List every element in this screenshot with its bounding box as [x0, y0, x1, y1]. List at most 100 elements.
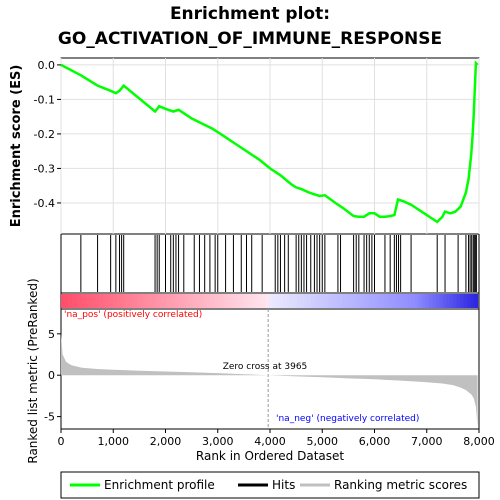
- heatmap-cell: [321, 294, 326, 308]
- x-tick-label: 2,000: [150, 435, 182, 448]
- heatmap-cell: [345, 294, 350, 308]
- heatmap-cell: [199, 294, 204, 308]
- heatmap-cell: [439, 294, 444, 308]
- heatmap-cell: [314, 294, 319, 308]
- heatmap-cell: [442, 294, 447, 308]
- heatmap-cell: [432, 294, 437, 308]
- heatmap-cell: [383, 294, 388, 308]
- heatmap-cell: [102, 294, 107, 308]
- heatmap-cell: [446, 294, 451, 308]
- heatmap-cell: [147, 294, 152, 308]
- heatmap-cell: [192, 294, 197, 308]
- neg-correlated-label: 'na_neg' (negatively correlated): [276, 414, 419, 424]
- heatmap-cell: [342, 294, 347, 308]
- metric-tick-label: 0: [48, 369, 55, 382]
- hit-marks: [80, 235, 477, 292]
- legend-label-enrichment: Enrichment profile: [104, 478, 215, 492]
- heatmap-cell: [338, 294, 343, 308]
- heatmap-cell: [61, 294, 66, 308]
- heatmap-cell: [349, 294, 354, 308]
- es-tick-label: -0.1: [34, 93, 55, 106]
- heatmap-cell: [158, 294, 163, 308]
- heatmap-cell: [394, 294, 399, 308]
- es-y-ticks: 0.0 -0.1 -0.2 -0.3 -0.4: [34, 59, 61, 210]
- heatmap-cell: [126, 294, 132, 308]
- ranked-heatmap: [61, 294, 479, 308]
- heatmap-cell: [262, 294, 267, 308]
- heatmap-cell: [227, 294, 232, 308]
- heatmap-cell: [376, 294, 381, 308]
- x-tick-label: 5,000: [307, 435, 339, 448]
- heatmap-cell: [286, 294, 291, 308]
- metric-tick-label: -5: [44, 411, 55, 424]
- heatmap-cell: [92, 294, 97, 308]
- heatmap-cell: [185, 294, 191, 308]
- heatmap-cell: [206, 294, 211, 308]
- heatmap-cell: [234, 294, 239, 308]
- heatmap-cell: [255, 294, 260, 308]
- heatmap-cell: [168, 294, 173, 308]
- x-axis-label: Rank in Ordered Dataset: [196, 449, 344, 463]
- es-tick-label: 0.0: [38, 59, 56, 72]
- heatmap-cell: [64, 294, 69, 308]
- hits-panel: [60, 233, 480, 294]
- heatmap-cell: [175, 294, 180, 308]
- heatmap-cell: [140, 294, 145, 308]
- enrichment-profile-line: [60, 60, 479, 224]
- chart-title-line2: GO_ACTIVATION_OF_IMMUNE_RESPONSE: [58, 29, 442, 49]
- heatmap-cell: [137, 294, 142, 308]
- heatmap-cell: [154, 294, 159, 308]
- es-y-axis-label: Enrichment score (ES): [9, 65, 24, 228]
- heatmap-cell: [422, 294, 427, 308]
- metric-y-axis-label: Ranked list metric (PreRanked): [26, 278, 40, 463]
- heatmap-cell: [460, 294, 465, 308]
- heatmap-cell: [415, 294, 420, 308]
- metric-y-ticks: 5 0 -5: [44, 328, 61, 424]
- es-gridlines: [60, 58, 480, 234]
- heatmap-cell: [88, 294, 93, 308]
- heatmap-cell: [133, 294, 138, 308]
- heatmap-cell: [411, 294, 416, 308]
- heatmap-cell: [203, 294, 208, 308]
- heatmap-cell: [251, 294, 257, 308]
- heatmap-cell: [293, 294, 298, 308]
- heatmap-cell: [397, 294, 402, 308]
- heatmap-cell: [328, 294, 333, 308]
- pos-correlated-label: 'na_pos' (positively correlated): [64, 310, 202, 320]
- heatmap-cell: [380, 294, 385, 308]
- heatmap-cell: [67, 294, 73, 308]
- heatmap-cell: [265, 294, 270, 308]
- chart-title-line1: Enrichment plot:: [170, 4, 330, 24]
- heatmap-cell: [78, 294, 83, 308]
- es-tick-label: -0.3: [34, 162, 55, 175]
- heatmap-cell: [231, 294, 236, 308]
- heatmap-cell: [324, 294, 329, 308]
- heatmap-cell: [238, 294, 243, 308]
- heatmap-cell: [151, 294, 156, 308]
- x-tick-label: 1,000: [98, 435, 130, 448]
- x-tick-label: 4,000: [254, 435, 286, 448]
- x-tick-label: 6,000: [359, 435, 391, 448]
- heatmap-cell: [373, 294, 378, 308]
- heatmap-cell: [331, 294, 336, 308]
- heatmap-cell: [120, 294, 125, 308]
- heatmap-cell: [241, 294, 246, 308]
- heatmap-cell: [165, 294, 170, 308]
- heatmap-cell: [272, 294, 277, 308]
- heatmap-cell: [300, 294, 305, 308]
- heatmap-cell: [81, 294, 86, 308]
- heatmap-cell: [359, 294, 364, 308]
- heatmap-cell: [428, 294, 434, 308]
- heatmap-cell: [369, 294, 375, 308]
- heatmap-cell: [290, 294, 295, 308]
- legend-label-hits: Hits: [272, 478, 295, 492]
- zero-cross-label: Zero cross at 3965: [223, 362, 308, 372]
- heatmap-cell: [467, 294, 472, 308]
- heatmap-cell: [356, 294, 361, 308]
- x-tick-label: 0: [58, 435, 65, 448]
- heatmap-cell: [248, 294, 253, 308]
- x-axis-ticks: 0 1,000 2,000 3,000 4,000 5,000 6,000 7,000 8,00…: [58, 429, 495, 448]
- heatmap-cell: [390, 294, 395, 308]
- heatmap-cell: [74, 294, 79, 308]
